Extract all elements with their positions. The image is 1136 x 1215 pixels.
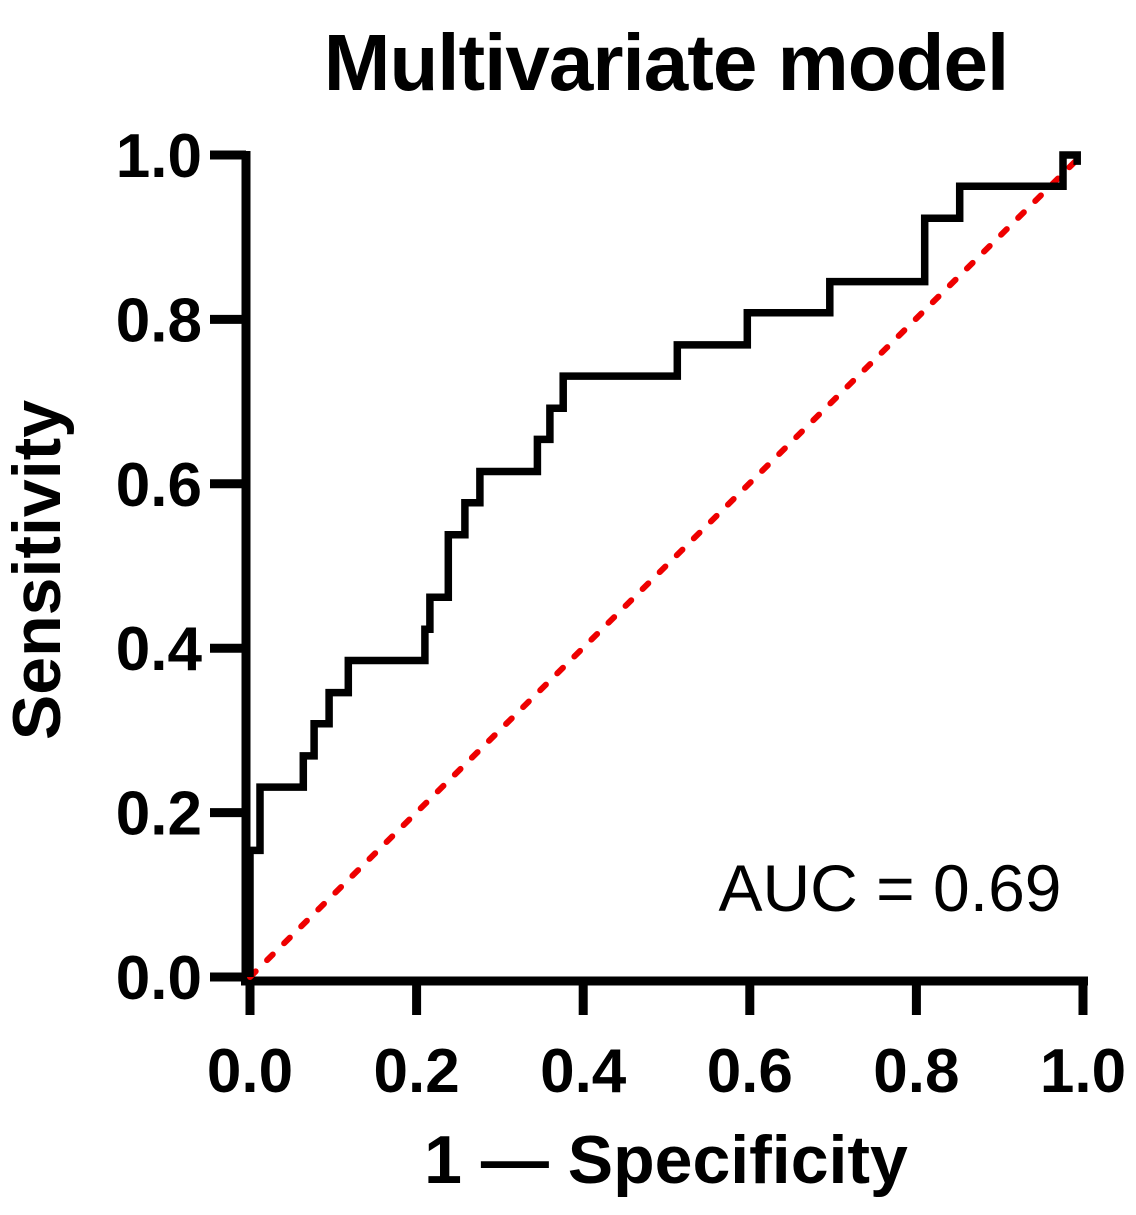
x-tick-label: 0.6 [707, 1037, 793, 1106]
auc-annotation: AUC = 0.69 [718, 851, 1061, 925]
reference-diagonal-line [247, 155, 1081, 980]
y-axis-title: Sensitivity [0, 400, 75, 740]
y-tick-label: 0.4 [116, 615, 203, 684]
y-tick-label: 1.0 [116, 122, 202, 191]
y-tick-label: 0.6 [116, 451, 202, 520]
x-tick-label: 0.4 [540, 1037, 627, 1106]
chart-title: Multivariate model [324, 18, 1008, 107]
x-axis-ticks: 0.0 0.2 0.4 0.6 0.8 1.0 [207, 981, 1126, 1106]
x-tick-label: 0.8 [873, 1037, 959, 1106]
roc-curve-path [246, 151, 1081, 977]
x-axis-title: 1 — Specificity [424, 1122, 908, 1198]
y-axis-ticks: 0.0 0.2 0.4 0.6 0.8 1.0 [116, 122, 246, 1013]
x-tick-label: 0.0 [207, 1037, 293, 1106]
axes [241, 151, 1088, 986]
y-tick-label: 0.2 [116, 780, 202, 849]
x-tick-label: 1.0 [1040, 1037, 1126, 1106]
y-tick-label: 0.8 [116, 286, 202, 355]
y-tick-label: 0.0 [116, 944, 202, 1013]
x-tick-label: 0.2 [373, 1037, 459, 1106]
